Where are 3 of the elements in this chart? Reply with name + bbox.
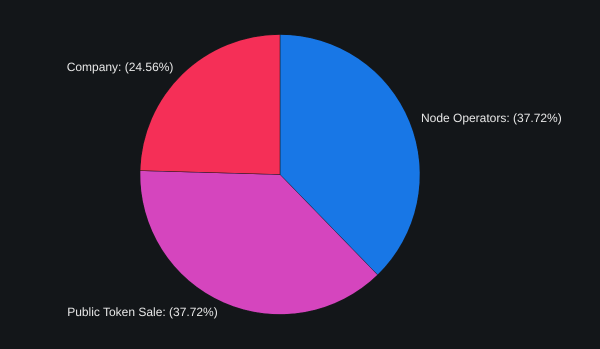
slice-label: Node Operators: (37.72%): [420, 111, 562, 126]
slice-label: Public Token Sale: (37.72%): [67, 304, 218, 319]
slice-label: Company: (24.56%): [66, 60, 174, 74]
